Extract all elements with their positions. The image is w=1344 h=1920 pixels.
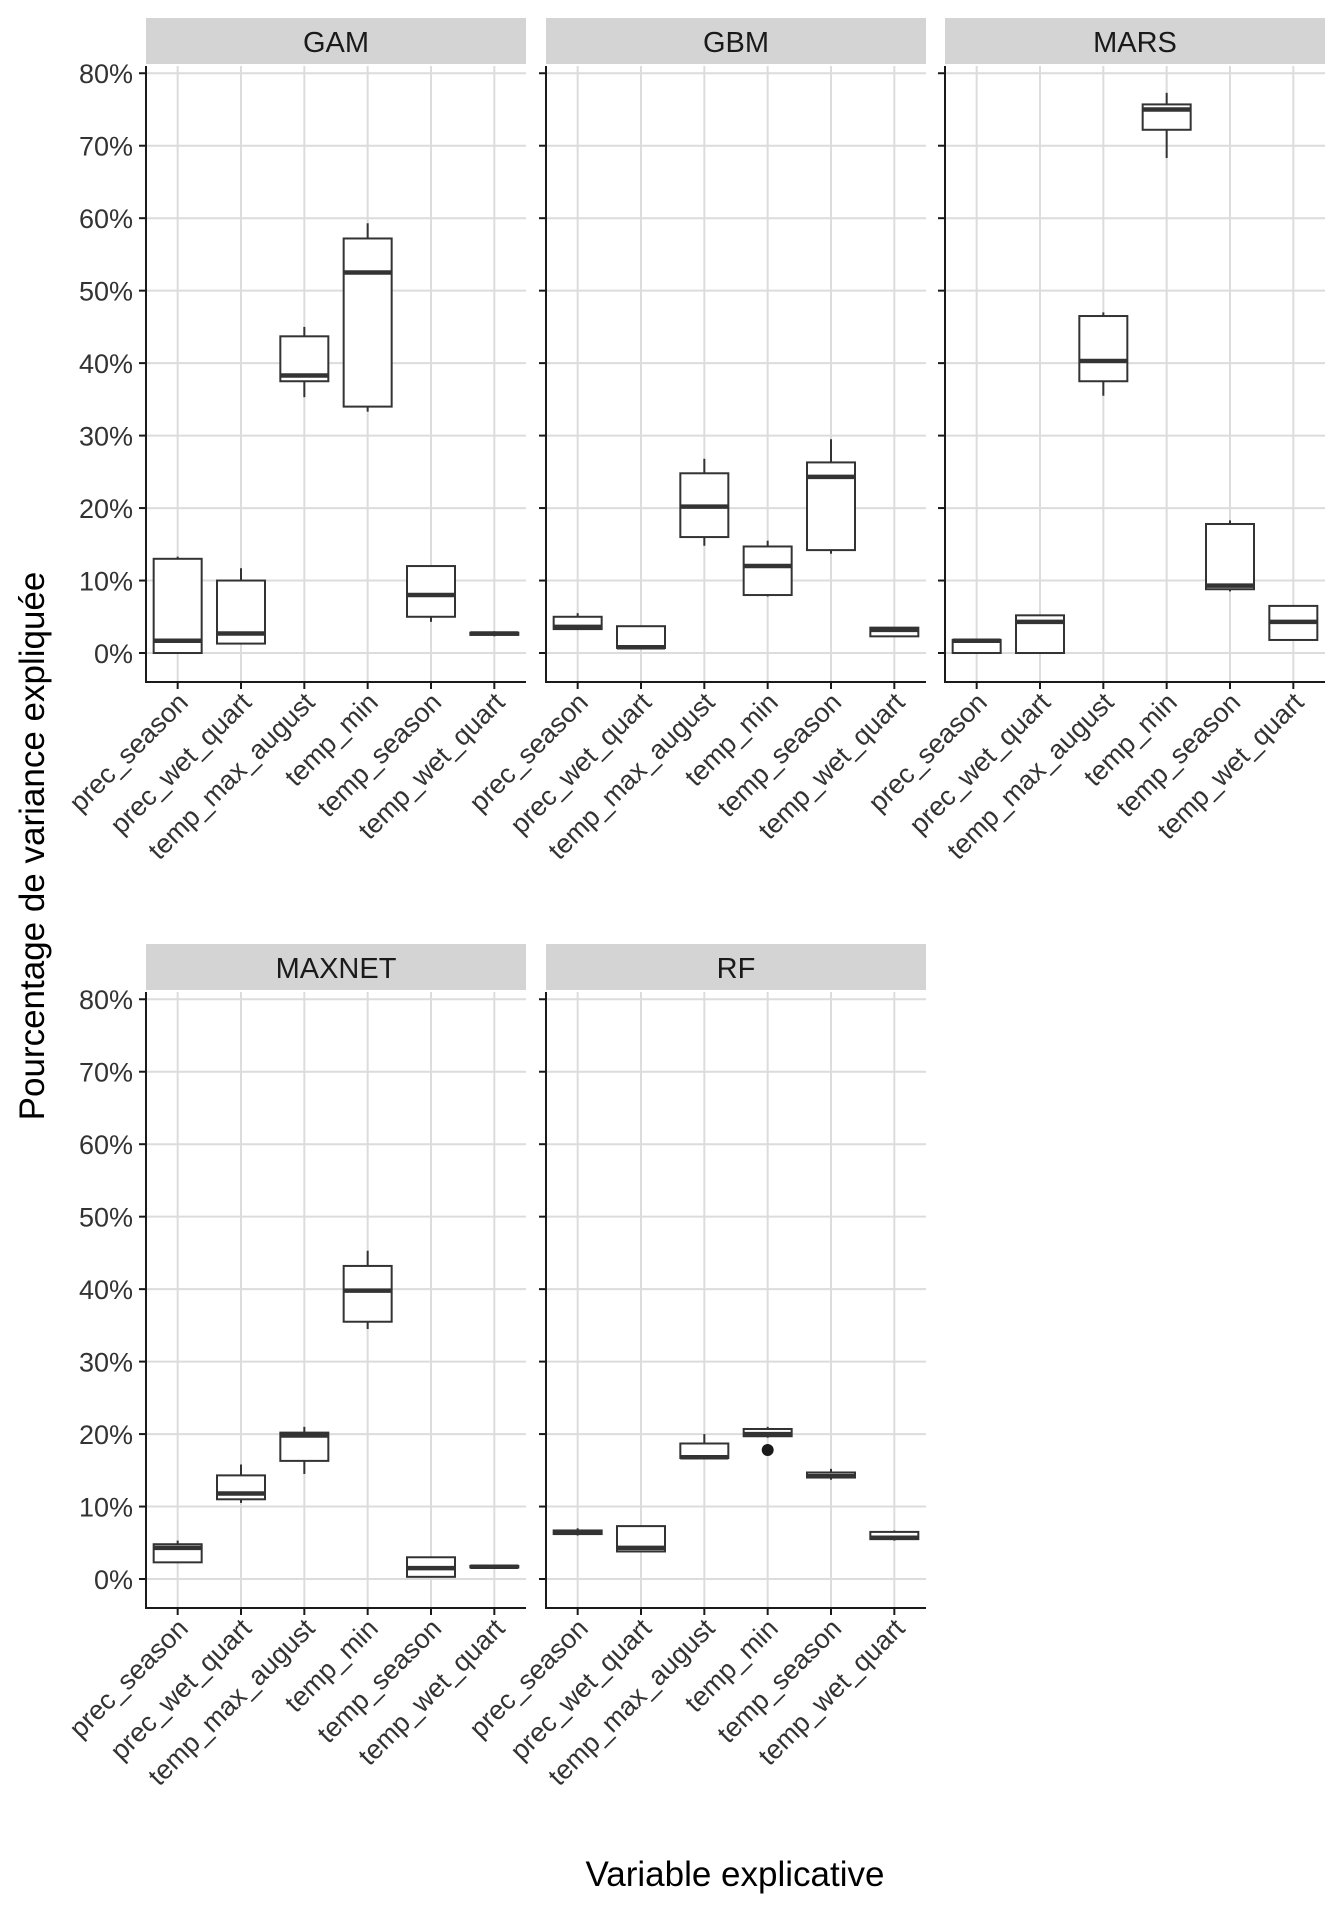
- panel-gbm: GBMprec_seasonprec_wet_quarttemp_max_aug…: [463, 18, 926, 865]
- y-tick-label: 30%: [79, 422, 133, 452]
- box-prec_season: [152, 556, 203, 655]
- y-tick-label: 80%: [79, 985, 133, 1015]
- box-temp_min: [342, 1250, 393, 1329]
- y-tick-label: 0%: [94, 1565, 133, 1595]
- panel-strip: [546, 944, 926, 990]
- y-tick-label: 30%: [79, 1348, 133, 1378]
- box-iqr: [342, 237, 393, 408]
- panel-strip: [945, 18, 1325, 64]
- box-prec_wet_quart: [216, 1464, 266, 1503]
- box-temp_wet_quart: [469, 631, 520, 637]
- box-prec_wet_quart: [616, 625, 666, 650]
- y-tick-label: 10%: [79, 1493, 133, 1523]
- y-tick-label: 40%: [79, 1275, 133, 1305]
- panels-layer: GAM0%10%20%30%40%50%60%70%80%prec_season…: [63, 18, 1325, 1791]
- panel-title: GBM: [703, 27, 769, 59]
- panel-strip: [546, 18, 926, 64]
- y-axis-title: Pourcentage de variance expliquée: [13, 572, 52, 1121]
- y-tick-label: 50%: [79, 277, 133, 307]
- y-tick-label: 60%: [79, 1130, 133, 1160]
- y-tick-label: 50%: [79, 1203, 133, 1233]
- y-tick-label: 70%: [79, 1058, 133, 1088]
- box-iqr: [406, 565, 456, 618]
- box-temp_min: [742, 1426, 793, 1457]
- y-tick-label: 40%: [79, 349, 133, 379]
- box-temp_max_august: [679, 458, 730, 546]
- box-temp_min: [742, 540, 793, 597]
- box-iqr: [342, 1264, 393, 1323]
- box-temp_max_august: [1078, 312, 1129, 396]
- box-iqr: [742, 545, 793, 597]
- box-temp_max_august: [279, 326, 330, 398]
- box-temp_max_august: [279, 1426, 330, 1474]
- panel-maxnet: MAXNET0%10%20%30%40%50%60%70%80%prec_sea…: [63, 944, 526, 1791]
- panel-strip: [146, 944, 526, 990]
- box-temp_min: [1141, 92, 1192, 159]
- panel-title: RF: [717, 953, 756, 985]
- box-temp_wet_quart: [869, 626, 920, 638]
- box-prec_wet_quart: [216, 568, 266, 645]
- box-prec_wet_quart: [1015, 614, 1065, 655]
- box-iqr: [1205, 523, 1255, 591]
- box-prec_wet_quart: [616, 1525, 666, 1553]
- y-tick-label: 20%: [79, 1420, 133, 1450]
- box-temp_season: [406, 565, 456, 622]
- box-temp_season: [806, 439, 856, 554]
- box-prec_season: [552, 1528, 603, 1536]
- y-tick-label: 0%: [94, 639, 133, 669]
- box-temp_season: [1205, 520, 1255, 592]
- panel-title: MARS: [1093, 27, 1177, 59]
- box-iqr: [1078, 315, 1129, 383]
- y-tick-label: 60%: [79, 204, 133, 234]
- box-prec_season: [152, 1540, 203, 1564]
- box-temp_wet_quart: [869, 1530, 920, 1541]
- panel-gam: GAM0%10%20%30%40%50%60%70%80%prec_season…: [63, 18, 526, 865]
- panel-mars: MARSprec_seasonprec_wet_quarttemp_max_au…: [862, 18, 1325, 865]
- box-iqr: [616, 625, 666, 649]
- panel-strip: [146, 18, 526, 64]
- box-temp_wet_quart: [1268, 604, 1319, 641]
- box-iqr: [152, 557, 203, 655]
- box-prec_season: [552, 613, 603, 631]
- box-prec_season: [951, 638, 1002, 655]
- panel-title: MAXNET: [276, 953, 397, 985]
- box-temp_wet_quart: [469, 1564, 520, 1569]
- box-temp_season: [806, 1468, 856, 1480]
- box-temp_min: [342, 223, 393, 412]
- y-tick-label: 10%: [79, 567, 133, 597]
- y-tick-label: 80%: [79, 59, 133, 89]
- x-axis-title: Variable explicative: [586, 1855, 885, 1894]
- y-tick-label: 20%: [79, 494, 133, 524]
- outlier-point: [761, 1444, 774, 1457]
- box-temp_max_august: [679, 1434, 730, 1460]
- panel-title: GAM: [303, 27, 369, 59]
- y-tick-label: 70%: [79, 132, 133, 162]
- box-temp_season: [406, 1556, 456, 1578]
- panel-rf: RFprec_seasonprec_wet_quarttemp_max_augu…: [463, 944, 926, 1791]
